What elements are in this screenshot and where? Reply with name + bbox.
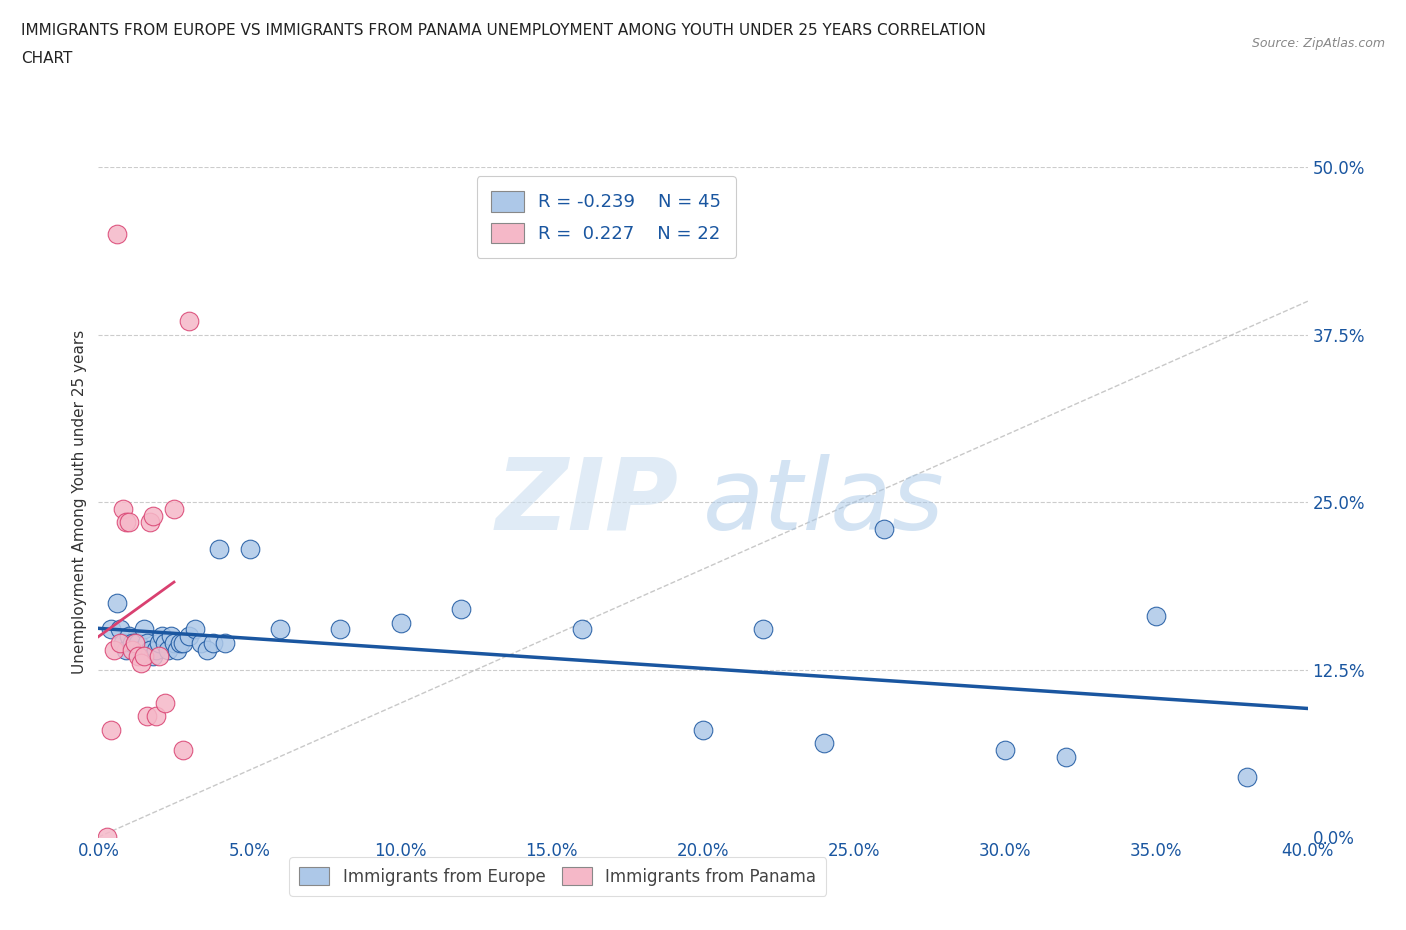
Point [239,541,262,556]
Point [114,642,136,657]
Point [160,629,183,644]
Point [179,314,201,329]
Point [121,635,143,650]
Point [156,642,179,657]
Point [153,635,176,650]
Point [118,515,141,530]
Point [190,635,212,650]
Point [1054,750,1077,764]
Point [111,635,134,650]
Point [329,622,352,637]
Point [172,742,194,757]
Legend: Immigrants from Europe, Immigrants from Panama: Immigrants from Europe, Immigrants from … [290,857,827,896]
Point [139,515,162,530]
Point [129,642,152,657]
Text: Source: ZipAtlas.com: Source: ZipAtlas.com [1251,37,1385,50]
Point [145,642,167,657]
Point [153,696,176,711]
Point [135,709,157,724]
Point [148,649,170,664]
Point [114,515,136,530]
Point [813,736,835,751]
Point [96,830,118,844]
Point [179,629,201,644]
Point [145,709,167,724]
Point [127,635,149,650]
Point [135,635,157,650]
Point [994,742,1017,757]
Point [142,649,165,664]
Point [692,723,714,737]
Point [121,642,143,657]
Point [124,635,146,650]
Point [124,635,146,650]
Point [169,635,191,650]
Point [105,595,128,610]
Point [184,622,207,637]
Text: IMMIGRANTS FROM EUROPE VS IMMIGRANTS FROM PANAMA UNEMPLOYMENT AMONG YOUTH UNDER : IMMIGRANTS FROM EUROPE VS IMMIGRANTS FRO… [21,23,986,38]
Point [269,622,291,637]
Point [132,649,155,664]
Point [142,508,165,523]
Point [148,635,170,650]
Point [111,501,134,516]
Point [105,227,128,242]
Point [195,642,218,657]
Point [108,622,131,637]
Point [108,635,131,650]
Y-axis label: Unemployment Among Youth under 25 years: Unemployment Among Youth under 25 years [72,330,87,674]
Point [208,541,231,556]
Point [214,635,236,650]
Point [172,635,194,650]
Point [118,629,141,644]
Point [100,622,122,637]
Point [202,635,225,650]
Point [1236,769,1258,784]
Point [100,723,122,737]
Text: atlas: atlas [703,454,945,551]
Point [163,501,186,516]
Point [389,616,412,631]
Point [166,642,188,657]
Point [163,635,186,650]
Point [129,656,152,671]
Text: CHART: CHART [21,51,73,66]
Point [139,642,162,657]
Point [450,602,472,617]
Point [150,629,173,644]
Point [103,642,125,657]
Point [132,622,155,637]
Point [752,622,775,637]
Text: ZIP: ZIP [496,454,679,551]
Point [127,649,149,664]
Point [1144,608,1167,623]
Point [873,522,896,537]
Point [571,622,593,637]
